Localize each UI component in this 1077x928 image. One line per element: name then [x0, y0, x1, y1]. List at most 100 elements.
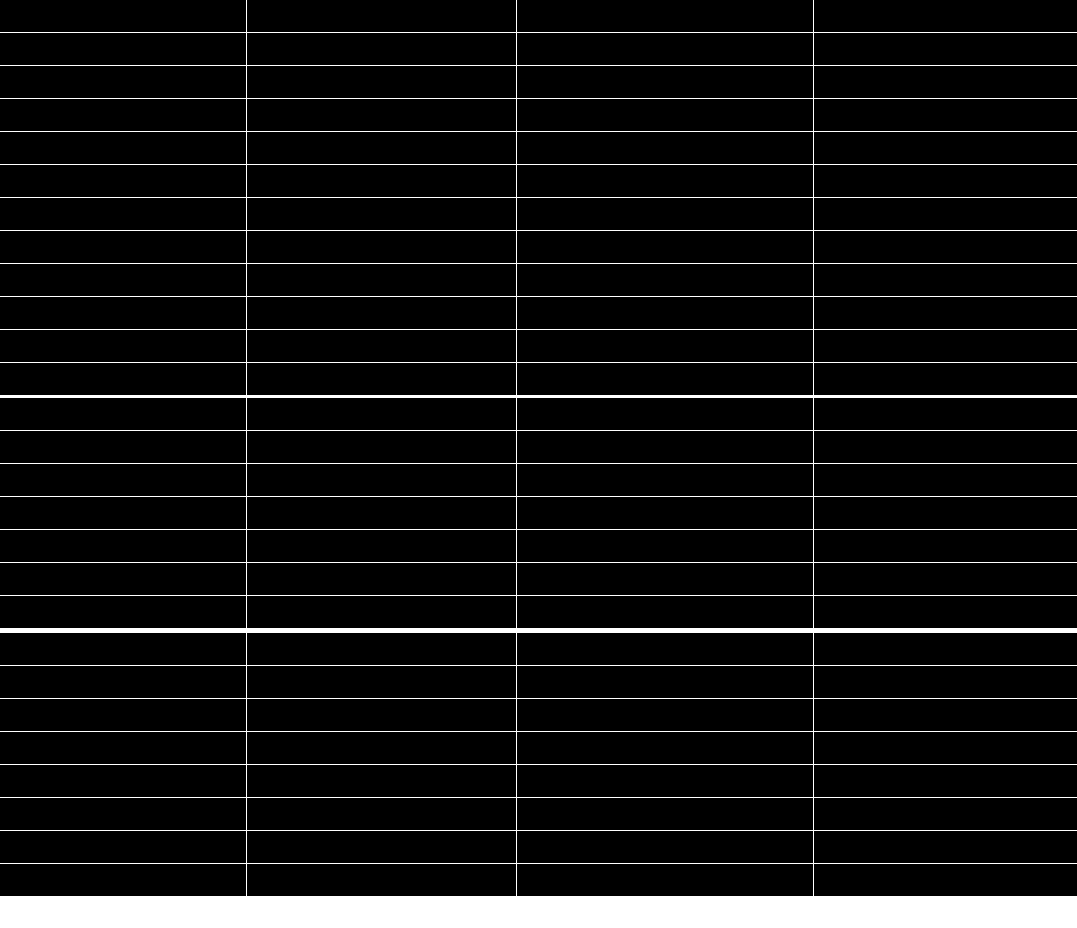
- grid-cell: [247, 831, 517, 864]
- grid-cell: [517, 132, 814, 165]
- grid-cell: [0, 732, 247, 765]
- grid-cell: [0, 497, 247, 530]
- grid-cell: [247, 165, 517, 198]
- grid-cell: [0, 864, 247, 897]
- table-row: [0, 165, 1077, 198]
- grid-cell: [247, 264, 517, 297]
- grid-cell: [517, 33, 814, 66]
- grid-cell: [0, 66, 247, 99]
- grid-cell: [247, 198, 517, 231]
- grid-cell: [247, 66, 517, 99]
- grid-cell: [814, 563, 1077, 596]
- grid-cell: [247, 497, 517, 530]
- grid-cell: [0, 633, 247, 666]
- grid-cell: [814, 798, 1077, 831]
- grid-cell: [0, 666, 247, 699]
- grid-cell: [517, 699, 814, 732]
- grid-cell: [814, 831, 1077, 864]
- grid-cell: [517, 165, 814, 198]
- grid-cell: [517, 666, 814, 699]
- grid-cell: [517, 264, 814, 297]
- grid-cell: [0, 297, 247, 330]
- grid-cell: [814, 99, 1077, 132]
- grid-cell: [517, 530, 814, 563]
- table-row: [0, 464, 1077, 497]
- grid-cell: [247, 732, 517, 765]
- grid-cell: [0, 596, 247, 629]
- grid-cell: [814, 666, 1077, 699]
- grid-cell: [517, 732, 814, 765]
- grid-cell: [247, 765, 517, 798]
- grid-cell: [517, 99, 814, 132]
- grid-cell: [814, 33, 1077, 66]
- grid-cell: [517, 198, 814, 231]
- table-row: [0, 198, 1077, 231]
- grid-cell: [247, 864, 517, 897]
- grid-cell: [517, 497, 814, 530]
- table-row: [0, 530, 1077, 563]
- grid-cell: [0, 798, 247, 831]
- grid-cell: [814, 398, 1077, 431]
- table-row: [0, 497, 1077, 530]
- grid-cell: [517, 431, 814, 464]
- table-row: [0, 732, 1077, 765]
- grid-cell: [247, 431, 517, 464]
- grid-cell: [247, 0, 517, 33]
- grid-cell: [814, 264, 1077, 297]
- table-row: [0, 864, 1077, 897]
- grid-cell: [814, 165, 1077, 198]
- table-row: [0, 699, 1077, 732]
- grid-cell: [0, 699, 247, 732]
- grid-cell: [517, 330, 814, 363]
- grid-cell: [0, 464, 247, 497]
- grid-cell: [517, 765, 814, 798]
- grid-section-2: [0, 633, 1077, 897]
- grid-cell: [0, 231, 247, 264]
- grid-cell: [247, 596, 517, 629]
- table-row: [0, 398, 1077, 431]
- grid-cell: [0, 132, 247, 165]
- grid-cell: [517, 363, 814, 396]
- table-row: [0, 132, 1077, 165]
- grid-cell: [814, 864, 1077, 897]
- grid-cell: [517, 398, 814, 431]
- grid-cell: [517, 831, 814, 864]
- grid-cell: [814, 765, 1077, 798]
- grid-cell: [0, 431, 247, 464]
- grid-cell: [247, 398, 517, 431]
- grid-cell: [814, 431, 1077, 464]
- table-row: [0, 231, 1077, 264]
- grid-cell: [0, 330, 247, 363]
- grid-cell: [0, 563, 247, 596]
- grid-cell: [814, 363, 1077, 396]
- grid-cell: [247, 666, 517, 699]
- grid-cell: [517, 563, 814, 596]
- table-row: [0, 798, 1077, 831]
- grid-cell: [247, 99, 517, 132]
- grid-cell: [814, 530, 1077, 563]
- table-row: [0, 363, 1077, 396]
- grid-cell: [517, 596, 814, 629]
- grid-container: [0, 0, 1077, 928]
- grid-cell: [517, 864, 814, 897]
- grid-cell: [814, 0, 1077, 33]
- grid-cell: [814, 132, 1077, 165]
- grid-cell: [0, 363, 247, 396]
- grid-cell: [0, 165, 247, 198]
- table-row: [0, 431, 1077, 464]
- table-row: [0, 563, 1077, 596]
- grid-cell: [814, 732, 1077, 765]
- grid-cell: [0, 264, 247, 297]
- grid-cell: [247, 330, 517, 363]
- grid-cell: [814, 297, 1077, 330]
- grid-cell: [814, 66, 1077, 99]
- table-row: [0, 765, 1077, 798]
- grid-cell: [247, 297, 517, 330]
- grid-cell: [247, 132, 517, 165]
- grid-cell: [0, 99, 247, 132]
- grid-cell: [517, 297, 814, 330]
- grid-cell: [0, 398, 247, 431]
- grid-section-1: [0, 398, 1077, 629]
- grid-cell: [247, 699, 517, 732]
- grid-cell: [814, 330, 1077, 363]
